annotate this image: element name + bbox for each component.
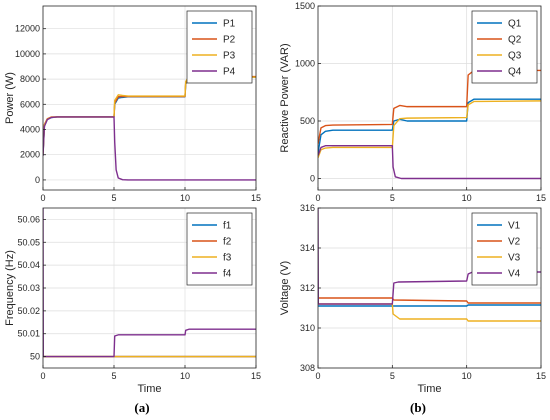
y-tick-label: 50.06 — [17, 214, 40, 224]
chart-reactive: 0 5 10 15 0 500 1000 1500 Reactive Power (VAR) Q1… — [279, 1, 546, 203]
legend-label-Q2: Q2 — [508, 35, 522, 46]
chart-voltage: 0 5 10 15 308 310 312 314 316 Voltage (V) Time V1 V2… — [279, 203, 546, 395]
legend: P1 P2 P3 P4 — [186, 10, 253, 84]
y-tick-label: 500 — [300, 116, 315, 126]
y-tick-label: 314 — [300, 243, 315, 253]
x-tick-label: 10 — [180, 371, 190, 381]
x-tick-label: 15 — [536, 371, 546, 381]
legend-label-V2: V2 — [508, 237, 521, 248]
series-group — [43, 208, 256, 358]
legend: Q1 Q2 Q3 Q4 — [471, 10, 538, 84]
x-tick-label: 5 — [390, 371, 395, 381]
y-axis-label: Reactive Power (VAR) — [279, 43, 291, 152]
legend-label-f1: f1 — [223, 221, 232, 232]
y-tick-label: 50.04 — [17, 260, 40, 270]
y-tick-label: 50.01 — [17, 329, 40, 339]
legend-label-P3: P3 — [223, 51, 236, 62]
chart-frequency: 0 5 10 15 50 50.01 50.02 50.03 50.04 50.05 50.06 Fr… — [4, 207, 261, 395]
series-group — [318, 69, 541, 180]
x-tick-label: 5 — [111, 193, 116, 203]
x-tick-label: 15 — [251, 371, 261, 381]
legend-box — [186, 10, 253, 84]
legend-label-P1: P1 — [223, 19, 236, 30]
legend-label-f4: f4 — [223, 269, 232, 280]
y-tick-label: 0 — [310, 174, 315, 184]
legend-label-Q4: Q4 — [508, 67, 522, 78]
y-tick-label: 312 — [300, 283, 315, 293]
y-tick-label: 2000 — [20, 150, 40, 160]
chart-power: 0 5 10 15 0 2000 4000 6000 8000 10000 12000 Power (… — [4, 5, 261, 203]
x-tick-label: 0 — [315, 371, 320, 381]
y-axis-label: Voltage (V) — [279, 261, 291, 315]
x-tick-label: 0 — [40, 193, 45, 203]
x-tick-label: 5 — [111, 371, 116, 381]
axes-box — [42, 5, 257, 191]
y-tick-label: 50.03 — [17, 283, 40, 293]
x-tick-label: 0 — [40, 371, 45, 381]
axes-box — [317, 5, 542, 191]
legend-label-V3: V3 — [508, 253, 521, 264]
y-tick-label: 316 — [300, 203, 315, 213]
x-tick-label: 10 — [462, 193, 472, 203]
x-tick-label: 5 — [390, 193, 395, 203]
x-tick-label: 10 — [462, 371, 472, 381]
legend-box — [186, 212, 253, 286]
x-tick-label: 15 — [251, 193, 261, 203]
y-tick-label: 50 — [30, 352, 40, 362]
legend-box — [471, 212, 538, 286]
series-line-f4 — [43, 208, 256, 358]
series-line-V4 — [318, 208, 541, 305]
panel-label-b: (b) — [410, 400, 426, 415]
series-line-V2 — [318, 297, 541, 304]
y-axis-label: Frequency (Hz) — [4, 250, 16, 326]
series-line-P4 — [43, 116, 256, 181]
series-group — [318, 208, 541, 322]
y-tick-label: 12000 — [15, 24, 40, 34]
legend-label-V1: V1 — [508, 221, 521, 232]
legend-label-V4: V4 — [508, 269, 521, 280]
series-line-V1 — [318, 304, 541, 307]
x-tick-label: 15 — [536, 193, 546, 203]
panel-label-a: (a) — [134, 400, 149, 415]
x-tick-label: 0 — [315, 193, 320, 203]
legend-label-Q1: Q1 — [508, 19, 522, 30]
y-tick-label: 308 — [300, 363, 315, 373]
y-tick-label: 0 — [35, 175, 40, 185]
x-axis-label: Time — [417, 383, 441, 395]
legend-label-P4: P4 — [223, 67, 236, 78]
legend-box — [471, 10, 538, 84]
y-tick-label: 50.05 — [17, 237, 40, 247]
y-tick-label: 6000 — [20, 99, 40, 109]
y-axis-label: Power (W) — [4, 72, 16, 124]
y-tick-label: 1500 — [295, 1, 315, 11]
legend: V1 V2 V3 V4 — [471, 212, 538, 286]
y-tick-label: 10000 — [15, 49, 40, 59]
y-tick-label: 50.02 — [17, 306, 40, 316]
y-tick-label: 8000 — [20, 74, 40, 84]
legend-label-f2: f2 — [223, 237, 232, 248]
series-line-Q4 — [318, 145, 541, 180]
x-axis-label: Time — [137, 383, 161, 395]
legend: f1 f2 f3 f4 — [186, 212, 253, 286]
y-tick-label: 310 — [300, 323, 315, 333]
y-tick-label: 4000 — [20, 125, 40, 135]
x-tick-label: 10 — [180, 193, 190, 203]
legend-label-Q3: Q3 — [508, 51, 522, 62]
y-tick-label: 1000 — [295, 59, 315, 69]
series-line-Q3 — [318, 100, 541, 159]
legend-label-P2: P2 — [223, 35, 236, 46]
legend-label-f3: f3 — [223, 253, 232, 264]
